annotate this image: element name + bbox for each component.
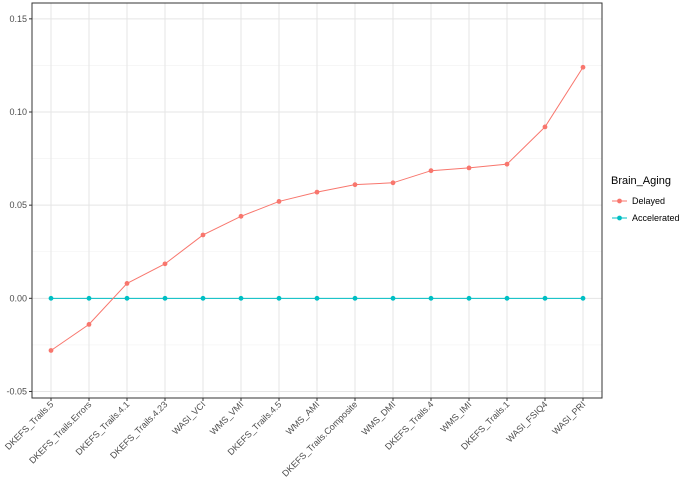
- data-point-accelerated: [390, 295, 396, 301]
- legend-key-point-delayed: [617, 198, 622, 204]
- data-point-delayed: [162, 261, 168, 267]
- y-axis: -0.05 0.00 0.05 0.10 0.15: [6, 14, 32, 396]
- data-point-accelerated: [352, 295, 358, 301]
- y-tick-label: 0.10: [9, 107, 27, 117]
- data-point-accelerated: [200, 295, 206, 301]
- data-point-accelerated: [276, 295, 282, 301]
- data-point-accelerated: [124, 295, 130, 301]
- legend-label-delayed: Delayed: [632, 196, 665, 206]
- legend: Brain_Aging Delayed Accelerated: [611, 175, 680, 223]
- data-point-delayed: [86, 322, 92, 327]
- grid: [32, 3, 602, 398]
- data-point-delayed: [580, 64, 586, 70]
- data-point-delayed: [428, 168, 434, 174]
- data-point-delayed: [314, 189, 320, 195]
- data-point-delayed: [200, 232, 206, 238]
- data-point-delayed: [390, 180, 396, 186]
- data-point-delayed: [542, 124, 548, 130]
- data-point-accelerated: [162, 295, 168, 301]
- y-tick-label: 0.00: [9, 293, 27, 303]
- data-point-delayed: [48, 348, 54, 353]
- data-point-delayed: [238, 213, 244, 219]
- series-group: [48, 64, 586, 353]
- data-point-accelerated: [580, 295, 586, 301]
- data-point-accelerated: [504, 295, 510, 301]
- data-point-accelerated: [238, 295, 244, 301]
- data-point-delayed: [124, 281, 130, 286]
- legend-key-point-accelerated: [617, 215, 622, 221]
- data-point-accelerated: [466, 295, 472, 301]
- data-point-delayed: [352, 182, 358, 188]
- data-point-accelerated: [48, 295, 54, 301]
- data-point-accelerated: [314, 295, 320, 301]
- data-point-accelerated: [86, 295, 92, 301]
- data-point-delayed: [466, 165, 472, 171]
- legend-title: Brain_Aging: [611, 175, 671, 187]
- data-point-accelerated: [428, 295, 434, 301]
- data-point-delayed: [504, 161, 510, 167]
- legend-label-accelerated: Accelerated: [632, 213, 680, 223]
- y-tick-label: 0.15: [9, 14, 27, 24]
- y-tick-label: 0.05: [9, 200, 27, 210]
- y-tick-label: -0.05: [6, 386, 27, 396]
- data-point-accelerated: [542, 295, 548, 301]
- data-point-delayed: [276, 199, 282, 204]
